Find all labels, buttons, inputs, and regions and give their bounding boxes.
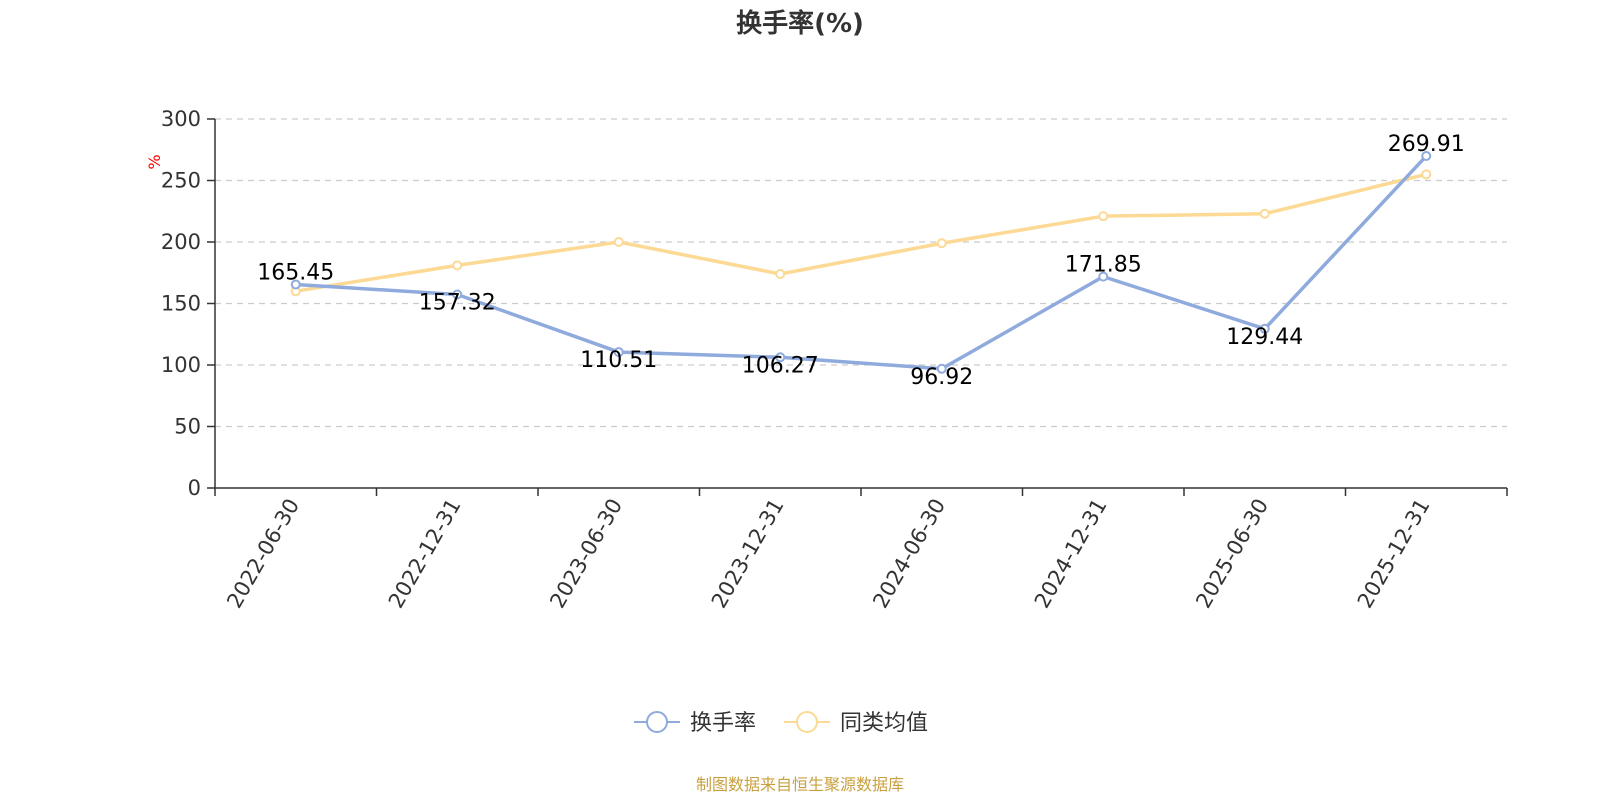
legend-marker-1 — [796, 711, 818, 733]
legend[interactable]: 换手率 同类均值 — [634, 711, 928, 736]
x-tick-label: 2025-12-31 — [1353, 495, 1435, 613]
series-point-1 — [1259, 208, 1270, 219]
y-tick-label: 250 — [161, 169, 201, 193]
legend-label-1: 同类均值 — [840, 711, 928, 736]
series-layer — [290, 151, 1432, 374]
x-tick-label: 2024-12-31 — [1030, 495, 1112, 613]
x-tick-label: 2023-12-31 — [707, 495, 789, 613]
series-point-1 — [613, 237, 624, 247]
series-line-1 — [295, 172, 1427, 293]
series-point-0 — [1259, 323, 1270, 334]
data-label: 157.32 — [419, 290, 496, 315]
y-tick-label: 150 — [161, 292, 201, 316]
series-point-0 — [1421, 151, 1432, 162]
x-tick-label: 2025-06-30 — [1191, 495, 1273, 613]
x-tick-label: 2022-06-30 — [222, 495, 304, 613]
series-point-0 — [613, 347, 624, 358]
y-tick-label: 0 — [188, 476, 201, 500]
chart-title: 换手率(%) — [736, 8, 864, 39]
series-point-0 — [452, 289, 463, 300]
legend-label-0: 换手率 — [690, 711, 756, 736]
y-tick-label: 200 — [161, 230, 201, 254]
data-label: 269.91 — [1388, 132, 1465, 157]
data-source-note: 制图数据来自恒生聚源数据库 — [696, 775, 904, 794]
data-label: 171.85 — [1065, 253, 1142, 278]
series-point-1 — [1098, 211, 1109, 222]
data-label: 106.27 — [742, 353, 819, 378]
data-label: 165.45 — [257, 260, 334, 285]
series-point-0 — [1098, 271, 1109, 282]
data-label: 129.44 — [1226, 325, 1303, 350]
data-label: 96.92 — [910, 365, 973, 390]
y-tick-label: 100 — [161, 353, 201, 377]
y-tick-label: 300 — [161, 107, 201, 131]
series-line-0 — [295, 154, 1428, 371]
x-tick-label: 2023-06-30 — [545, 495, 627, 613]
x-tick-label: 2022-12-31 — [384, 495, 466, 613]
series-point-0 — [290, 279, 301, 290]
legend-marker-0 — [646, 711, 668, 733]
x-tick-label: 2024-06-30 — [868, 495, 950, 613]
y-axis-unit-label: % — [145, 154, 164, 169]
series-point-1 — [936, 238, 947, 249]
series-point-1 — [1421, 169, 1432, 180]
series-point-1 — [775, 268, 786, 279]
y-tick-label: 50 — [174, 415, 201, 439]
series-point-1 — [452, 260, 463, 271]
data-label: 110.51 — [580, 348, 657, 373]
data-labels: 165.45 157.32 110.51 106.27 96.92 171.85 129.4… — [257, 132, 1464, 390]
series-point-0 — [775, 352, 786, 363]
series-point-0 — [936, 363, 947, 374]
